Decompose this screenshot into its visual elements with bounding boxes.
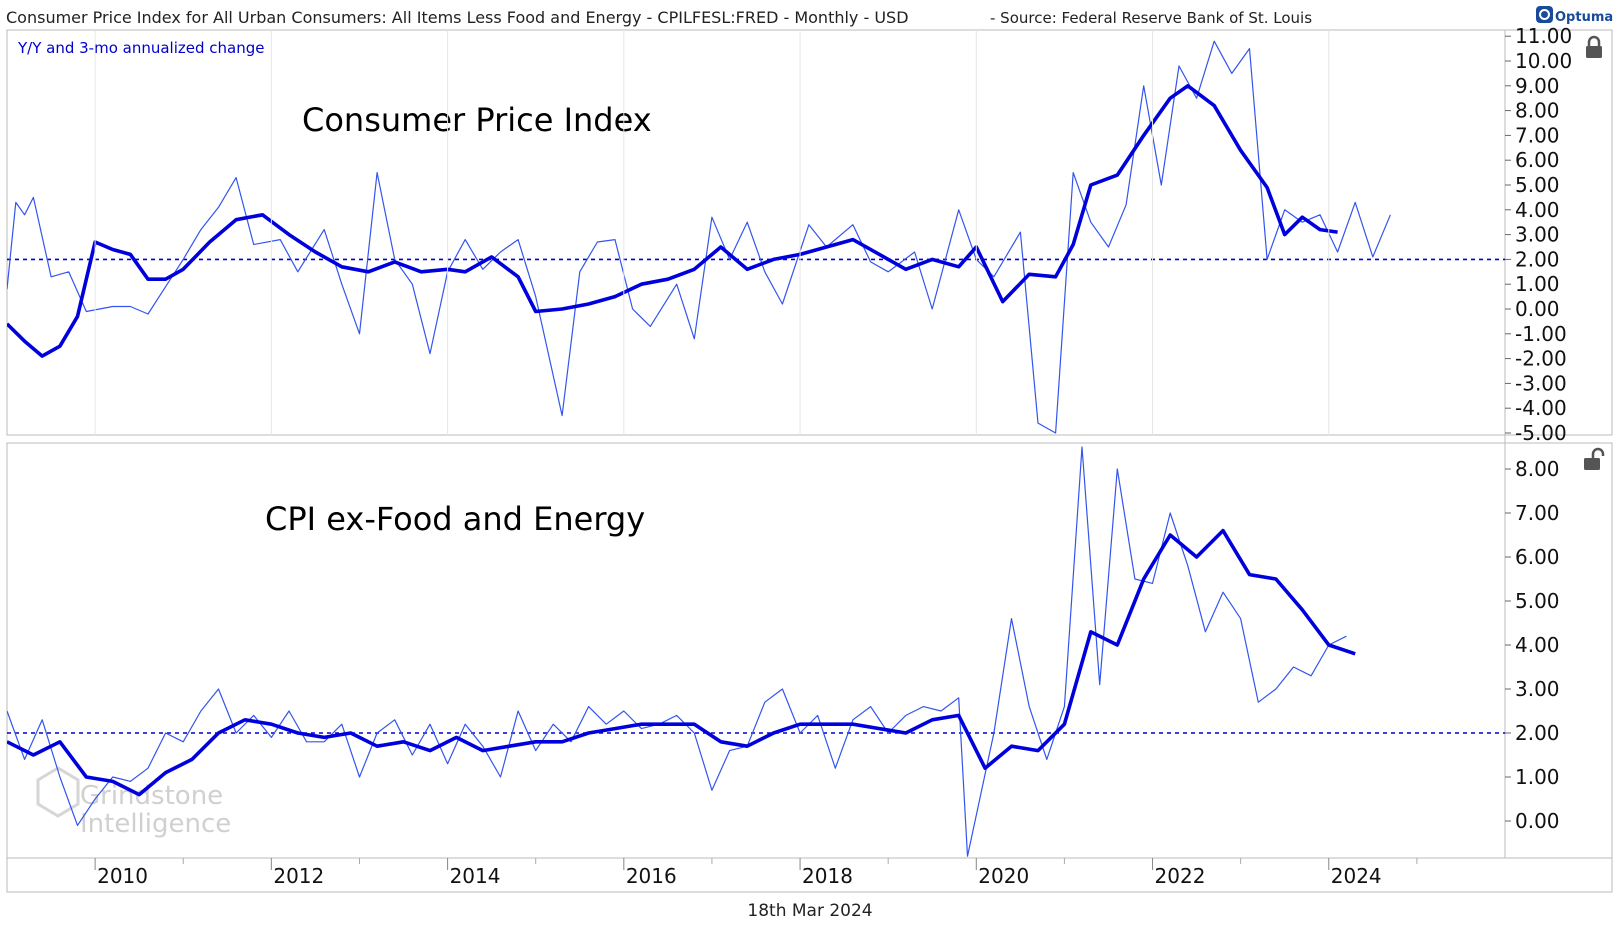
x-tick-label: 2016	[626, 864, 677, 888]
unlock-icon[interactable]	[1580, 446, 1608, 474]
chart-date-label: 18th Mar 2024	[747, 901, 872, 921]
y-tick-label: 7.00	[1515, 123, 1560, 147]
chart-header-title: Consumer Price Index for All Urban Consu…	[6, 8, 909, 27]
x-tick-label: 2024	[1331, 864, 1382, 888]
y-tick-label: 7.00	[1515, 501, 1560, 525]
yoy-change-line	[7, 528, 1356, 797]
x-axis: 2010 2012 2014 2016 2018 2020 2022 2024	[94, 30, 1418, 888]
y-tick-label: 8.00	[1515, 99, 1560, 123]
core-cpi-y-axis: 8.00 7.00 6.00 5.00 4.00 3.00 2.00 1.00 0.00	[1505, 457, 1560, 833]
cpi-series	[7, 40, 1391, 434]
x-axis-frame	[6, 857, 1613, 893]
lock-icon-shackle[interactable]	[1587, 35, 1601, 46]
x-tick-label: 2012	[273, 864, 324, 888]
y-tick-label: 11.00	[1515, 24, 1572, 48]
optuma-logo-ring	[1539, 9, 1550, 20]
chart-subtitle: Y/Y and 3-mo annualized change	[17, 39, 264, 57]
x-tick-label: 2014	[450, 864, 501, 888]
y-tick-label: 6.00	[1515, 148, 1560, 172]
y-tick-label: -1.00	[1515, 322, 1567, 346]
x-tick-label: 2010	[97, 864, 148, 888]
y-tick-label: 4.00	[1515, 198, 1560, 222]
cpi-panel: 11.0010.009.008.007.006.005.004.003.002.…	[7, 24, 1572, 445]
core-cpi-panel: 8.00 7.00 6.00 5.00 4.00 3.00 2.00 1.00 0.00 CPI…	[7, 446, 1560, 857]
lock-icon[interactable]	[1580, 34, 1608, 62]
y-tick-label: -5.00	[1515, 421, 1567, 445]
y-tick-label: 2.00	[1515, 721, 1560, 745]
y-tick-label: 0.00	[1515, 297, 1560, 321]
x-tick-label: 2022	[1155, 864, 1206, 888]
y-tick-label: -2.00	[1515, 347, 1567, 371]
x-tick-label: 2018	[802, 864, 853, 888]
y-tick-label: 0.00	[1515, 809, 1560, 833]
y-tick-label: 10.00	[1515, 49, 1572, 73]
chart-header-source: - Source: Federal Reserve Bank of St. Lo…	[990, 9, 1312, 27]
watermark-line2: Intelligence	[80, 809, 231, 839]
three-month-annualized-line	[7, 446, 1347, 857]
y-tick-label: 3.00	[1515, 223, 1560, 247]
cpi-panel-title: Consumer Price Index	[302, 101, 652, 139]
core-cpi-series	[7, 446, 1356, 857]
y-tick-label: 4.00	[1515, 633, 1560, 657]
three-month-annualized-line	[7, 40, 1391, 434]
cpi-y-axis: 11.0010.009.008.007.006.005.004.003.002.…	[1505, 24, 1572, 445]
bottom-panel-frame	[6, 442, 1613, 859]
watermark: Grindstone Intelligence	[36, 766, 231, 839]
unlock-icon-shackle[interactable]	[1591, 447, 1605, 458]
y-tick-label: -3.00	[1515, 371, 1567, 395]
y-tick-label: 1.00	[1515, 765, 1560, 789]
y-tick-label: 5.00	[1515, 173, 1560, 197]
optuma-logo-icon	[1536, 6, 1553, 23]
yoy-change-line	[7, 84, 1338, 358]
unlock-icon-body[interactable]	[1584, 458, 1600, 470]
watermark-logo-icon	[36, 766, 80, 818]
y-tick-label: 6.00	[1515, 545, 1560, 569]
optuma-brand-text: Optuma	[1555, 10, 1613, 25]
y-tick-label: 3.00	[1515, 677, 1560, 701]
y-tick-label: 9.00	[1515, 74, 1560, 98]
lock-icon-body[interactable]	[1586, 46, 1602, 58]
core-cpi-panel-title: CPI ex-Food and Energy	[265, 500, 645, 538]
y-tick-label: 5.00	[1515, 589, 1560, 613]
y-tick-label: -4.00	[1515, 396, 1567, 420]
y-tick-label: 2.00	[1515, 247, 1560, 271]
optuma-logo: Optuma	[1536, 6, 1613, 25]
top-panel-frame	[6, 29, 1613, 436]
y-tick-label: 1.00	[1515, 272, 1560, 296]
x-tick-label: 2020	[978, 864, 1029, 888]
y-tick-label: 8.00	[1515, 457, 1560, 481]
